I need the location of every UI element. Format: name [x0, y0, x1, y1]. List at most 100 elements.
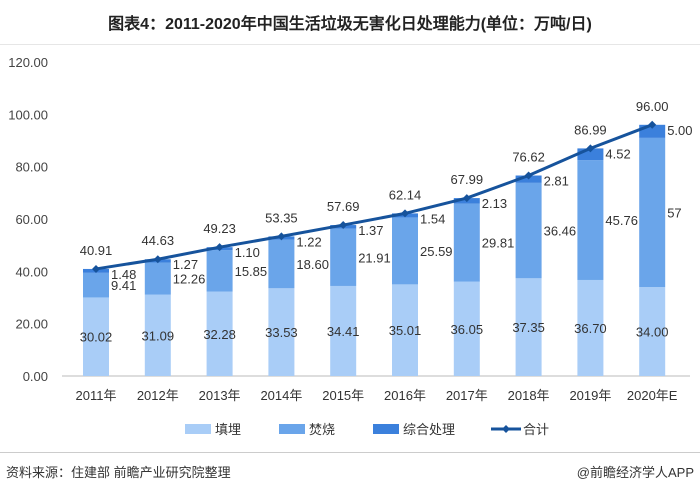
- data-label: 2.13: [482, 196, 507, 211]
- data-label: 1.48: [111, 267, 136, 282]
- x-tick-label: 2011年: [76, 388, 117, 403]
- data-label: 1.54: [420, 211, 445, 226]
- data-label: 30.02: [80, 330, 113, 345]
- y-tick-label: 0.00: [23, 369, 48, 384]
- data-label: 5.00: [667, 123, 692, 138]
- bar-填埋: [268, 288, 295, 376]
- line-point: [339, 221, 348, 230]
- bar-填埋: [392, 284, 418, 376]
- line-point: [215, 243, 224, 252]
- total-label: 40.91: [80, 243, 113, 258]
- bar-焚烧: [515, 182, 542, 279]
- x-tick-label: 2014年: [260, 388, 302, 403]
- bar-填埋: [577, 279, 604, 376]
- line-point: [648, 120, 657, 129]
- x-tick-label: 2013年: [199, 388, 241, 403]
- bar-焚烧: [392, 217, 418, 285]
- x-tick-label: 2018年: [508, 388, 550, 403]
- legend-swatch: [185, 424, 211, 434]
- x-tick-label: 2019年: [569, 388, 611, 403]
- total-label: 49.23: [203, 221, 236, 236]
- total-label: 86.99: [574, 122, 607, 137]
- legend-label: 综合处理: [403, 422, 455, 437]
- data-label: 18.60: [296, 257, 329, 272]
- x-tick-label: 2016年: [384, 388, 426, 403]
- legend-label: 填埋: [215, 422, 241, 437]
- bar-焚烧: [206, 250, 233, 292]
- bar-填埋: [206, 291, 233, 376]
- data-label: 33.53: [265, 325, 298, 340]
- source-note: 资料来源：住建部 前瞻产业研究院整理: [6, 465, 231, 480]
- brand-note: @前瞻经济学人APP: [576, 465, 694, 480]
- bar-填埋: [330, 285, 357, 376]
- data-label: 45.76: [605, 213, 638, 228]
- x-tick-label: 2020年E: [627, 388, 678, 403]
- data-label: 12.26: [173, 272, 206, 287]
- chart-title: 图表4：2011-2020年中国生活垃圾无害化日处理能力(单位：万吨/日): [108, 16, 592, 33]
- bar-焚烧: [453, 203, 480, 282]
- line-point: [277, 232, 286, 241]
- x-tick-label: 2012年: [137, 388, 179, 403]
- data-label: 36.05: [451, 322, 484, 337]
- y-tick-label: 60.00: [15, 212, 48, 227]
- bar-焚烧: [144, 262, 171, 295]
- total-label: 67.99: [451, 172, 484, 187]
- line-point: [92, 264, 100, 273]
- data-label: 9.41: [111, 278, 136, 293]
- total-label: 57.69: [327, 199, 360, 214]
- data-label: 57: [667, 205, 681, 220]
- data-label: 1.27: [173, 257, 198, 272]
- legend-swatch: [279, 424, 305, 434]
- bar-焚烧: [330, 228, 357, 286]
- line-point: [524, 171, 533, 180]
- total-label: 76.62: [512, 150, 545, 165]
- bar-填埋: [83, 297, 109, 376]
- y-tick-label: 40.00: [15, 264, 48, 279]
- data-label: 36.46: [544, 224, 577, 239]
- data-label: 31.09: [142, 328, 175, 343]
- chart-svg: 0.00 20.00 40.00 60.00 80.00 100.00 120.00 2011…: [8, 55, 692, 437]
- legend-marker: [502, 425, 510, 433]
- data-label: 1.37: [358, 223, 383, 238]
- bar-填埋: [515, 278, 542, 376]
- line-point: [586, 144, 595, 153]
- bar-焚烧: [268, 239, 295, 289]
- bar-填埋: [144, 294, 171, 376]
- y-tick-label: 80.00: [15, 160, 48, 175]
- x-tick-label: 2017年: [446, 388, 488, 403]
- line-point: [401, 209, 409, 218]
- bar-填埋: [453, 281, 480, 376]
- total-label: 62.14: [389, 187, 422, 202]
- data-label: 34.41: [327, 324, 360, 339]
- total-label: 44.63: [142, 233, 175, 248]
- data-label: 15.85: [235, 264, 268, 279]
- data-label: 2.81: [544, 174, 569, 189]
- data-label: 4.52: [605, 146, 630, 161]
- y-tick-label: 20.00: [15, 317, 48, 332]
- line-point: [153, 255, 162, 264]
- bar-焚烧: [639, 137, 666, 288]
- data-label: 21.91: [358, 250, 391, 265]
- line-合计: [95, 123, 653, 271]
- data-label: 32.28: [203, 327, 236, 342]
- bar-焚烧: [83, 272, 109, 298]
- y-tick-label: 100.00: [8, 107, 48, 122]
- line-point: [462, 194, 471, 203]
- data-label: 34.00: [636, 325, 669, 340]
- legend-label: 焚烧: [309, 422, 335, 437]
- data-label: 25.59: [420, 244, 453, 259]
- data-label: 35.01: [389, 323, 422, 338]
- y-tick-label: 120.00: [8, 55, 48, 70]
- data-label: 1.22: [296, 234, 321, 249]
- divider: [0, 452, 700, 453]
- bar-焚烧: [577, 160, 604, 280]
- divider: [0, 44, 700, 45]
- data-label: 1.10: [235, 245, 260, 260]
- legend-label: 合计: [523, 422, 549, 437]
- bar-综合处理: [577, 148, 604, 161]
- data-label: 29.81: [482, 236, 515, 251]
- total-label: 96.00: [636, 99, 669, 114]
- total-label: 53.35: [265, 210, 298, 225]
- bar-填埋: [639, 287, 666, 376]
